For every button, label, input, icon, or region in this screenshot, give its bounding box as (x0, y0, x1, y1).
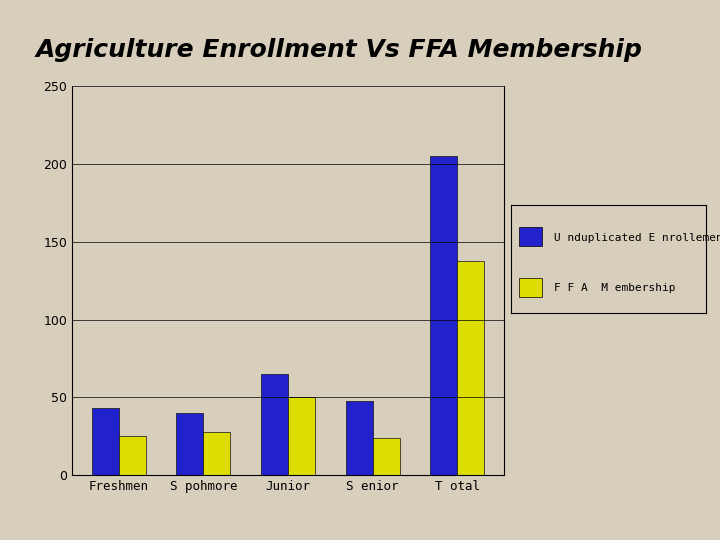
Text: F F A  M embership: F F A M embership (554, 284, 675, 293)
Bar (91, 408, 119, 475)
Text: Agriculture Enrollment Vs FFA Membership: Agriculture Enrollment Vs FFA Membership (36, 38, 643, 62)
Bar (288, 397, 315, 475)
FancyBboxPatch shape (519, 227, 542, 246)
Bar (373, 438, 400, 475)
Bar (119, 436, 146, 475)
Bar (457, 261, 485, 475)
Bar (346, 401, 373, 475)
Bar (176, 413, 203, 475)
Bar (430, 157, 457, 475)
Bar (203, 431, 230, 475)
Bar (261, 374, 288, 475)
Text: U nduplicated E nrollement: U nduplicated E nrollement (554, 233, 720, 242)
FancyBboxPatch shape (519, 278, 542, 297)
